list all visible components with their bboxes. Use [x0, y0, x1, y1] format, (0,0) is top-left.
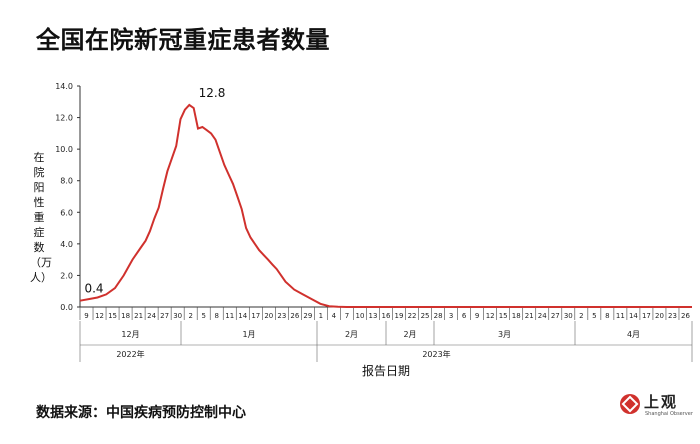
- x-day-label: 18: [512, 312, 521, 320]
- y-tick-label: 2.0: [60, 271, 73, 280]
- x-day-label: 23: [668, 312, 677, 320]
- x-day-label: 17: [251, 312, 260, 320]
- x-day-label: 8: [605, 312, 609, 320]
- x-day-label: 4: [332, 312, 337, 320]
- x-day-label: 13: [369, 312, 378, 320]
- x-day-label: 19: [395, 312, 404, 320]
- chart-title: 全国在院新冠重症患者数量: [36, 26, 330, 54]
- x-day-label: 24: [147, 312, 156, 320]
- x-day-label: 27: [160, 312, 169, 320]
- x-day-label: 24: [538, 312, 547, 320]
- year-label: 2023年: [422, 349, 450, 359]
- x-day-label: 15: [108, 312, 117, 320]
- brand-logo: 上观 Shanghai Observer: [619, 391, 693, 423]
- month-label: 4月: [627, 330, 640, 339]
- x-day-label: 20: [264, 312, 273, 320]
- x-day-label: 9: [475, 312, 479, 320]
- y-tick-label: 0.0: [60, 303, 73, 312]
- x-day-label: 26: [290, 312, 299, 320]
- x-day-label: 8: [214, 312, 218, 320]
- series-line: [79, 103, 692, 308]
- x-day-label: 5: [201, 312, 205, 320]
- x-day-label: 7: [345, 312, 349, 320]
- x-day-label: 12: [95, 312, 104, 320]
- x-day-label: 22: [408, 312, 417, 320]
- x-day-label: 20: [655, 312, 664, 320]
- x-day-label: 18: [121, 312, 130, 320]
- x-day-label: 5: [592, 312, 596, 320]
- x-axis-label: 报告日期: [362, 363, 410, 378]
- x-day-label: 6: [462, 312, 467, 320]
- x-day-label: 21: [134, 312, 143, 320]
- x-day-label: 9: [84, 312, 88, 320]
- x-day-label: 1: [319, 312, 323, 320]
- logo-subtext: Shanghai Observer: [645, 411, 693, 417]
- month-label: 2月: [345, 330, 358, 339]
- x-day-label: 28: [434, 312, 443, 320]
- x-day-label: 12: [486, 312, 495, 320]
- x-day-label: 27: [551, 312, 560, 320]
- x-day-label: 15: [499, 312, 508, 320]
- month-label: 3月: [498, 330, 511, 339]
- x-day-label: 11: [616, 312, 625, 320]
- annotations: 0.4 12.8: [84, 86, 225, 296]
- logo-icon: [620, 394, 640, 414]
- y-tick-label: 10.0: [55, 145, 73, 154]
- x-day-label: 3: [449, 312, 453, 320]
- year-label: 2022年: [116, 349, 144, 359]
- y-tick-label: 12.0: [55, 114, 73, 123]
- data-source: 数据来源：中国疾病预防控制中心: [36, 405, 246, 421]
- logo-text: 上观: [644, 393, 679, 411]
- x-day-label: 23: [277, 312, 286, 320]
- month-label: 2月: [403, 330, 416, 339]
- x-day-label: 16: [382, 312, 391, 320]
- x-day-label: 21: [525, 312, 534, 320]
- x-day-label: 2: [579, 312, 583, 320]
- x-day-label: 30: [564, 312, 573, 320]
- data-label: 12.8: [199, 86, 226, 100]
- x-day-label: 17: [642, 312, 651, 320]
- y-tick-label: 8.0: [60, 177, 73, 186]
- y-tick-label: 6.0: [60, 208, 73, 217]
- chart-axes: [79, 86, 692, 308]
- x-day-label: 30: [173, 312, 182, 320]
- x-day-label: 2: [188, 312, 192, 320]
- month-label: 1月: [242, 330, 255, 339]
- x-day-label: 14: [238, 312, 247, 320]
- month-label: 12月: [121, 330, 139, 339]
- x-day-label: 26: [681, 312, 690, 320]
- x-day-label: 10: [355, 312, 364, 320]
- data-label: 0.4: [84, 282, 103, 296]
- y-tick-label: 4.0: [60, 240, 73, 249]
- y-axis-label: 在院阳性重症数（万人）: [30, 151, 52, 284]
- y-tick-label: 14.0: [55, 82, 73, 91]
- x-day-label: 25: [421, 312, 430, 320]
- chart-ticks: 0.02.04.06.08.010.012.014.09 12 15 18 21 24 27…: [55, 82, 693, 378]
- x-day-label: 14: [629, 312, 638, 320]
- x-day-label: 11: [225, 312, 234, 320]
- x-day-label: 29: [303, 312, 312, 320]
